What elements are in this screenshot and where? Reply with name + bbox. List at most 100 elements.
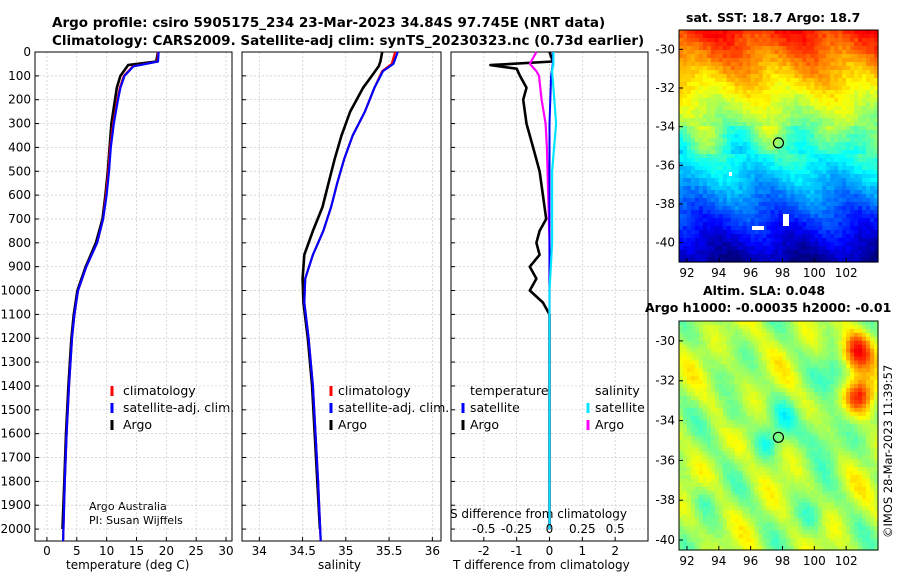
sst-cell (762, 34, 768, 39)
sst-cell (722, 158, 728, 163)
sst-cell (698, 250, 704, 255)
sst-cell (718, 42, 724, 47)
sst-cell (850, 242, 855, 247)
sst-cell (746, 258, 752, 263)
sla-cell (818, 332, 823, 338)
sla-cell (710, 403, 716, 409)
sst-cell (730, 250, 736, 255)
sst-cell (806, 122, 811, 127)
sst-cell (842, 54, 847, 59)
sst-cell (822, 154, 827, 159)
sst-cell (706, 150, 712, 155)
sst-cell (782, 118, 788, 123)
sst-cell (798, 170, 803, 175)
sst-cell (846, 166, 851, 171)
sla-cell (790, 376, 796, 381)
sst-cell (794, 190, 799, 195)
sla-cell (714, 407, 720, 413)
sla-cell (690, 419, 696, 425)
sst-cell (834, 114, 839, 119)
sla-cell (686, 321, 692, 326)
sst-cell (858, 54, 863, 59)
sla-cell (742, 431, 748, 437)
sst-cell (802, 162, 807, 167)
sst-cell (798, 230, 803, 235)
sst-cell (738, 166, 744, 171)
sst-xtick-label-94: 94 (711, 266, 726, 280)
sla-cell (750, 435, 756, 441)
sla-cell (822, 447, 827, 452)
sst-cell (794, 254, 799, 259)
sla-cell (750, 364, 756, 369)
sst-cell (810, 102, 815, 107)
sst-cell (874, 70, 879, 75)
sst-cell (750, 30, 756, 35)
sla-cell (786, 411, 792, 417)
sst-cell (686, 86, 692, 91)
sst-cell (794, 54, 799, 59)
sla-cell (730, 435, 736, 441)
sst-cell (846, 118, 851, 123)
sst-cell (818, 206, 823, 211)
sst-cell (842, 98, 847, 103)
sla-cell (842, 321, 847, 326)
sst-cell (850, 50, 855, 55)
sst-cell (754, 202, 760, 207)
sla-cell (742, 344, 748, 350)
sst-cell (762, 74, 768, 79)
sst-cell (682, 102, 688, 107)
sst-cell (738, 214, 744, 219)
sst-cell (679, 46, 684, 51)
sla-cell (766, 321, 772, 326)
sst-cell (690, 194, 696, 199)
sst-cell (714, 242, 720, 247)
sst-cell (806, 42, 811, 47)
sla-cell (862, 415, 867, 421)
sst-cell (742, 230, 748, 235)
sst-cell (790, 82, 796, 87)
sla-cell (806, 388, 811, 393)
sst-cell (818, 154, 823, 159)
sst-cell (758, 94, 764, 99)
sst-cell (790, 198, 796, 203)
sla-cell (734, 435, 740, 441)
sst-cell (730, 170, 736, 175)
sst-cell (770, 102, 776, 107)
sst-cell (722, 126, 728, 131)
sla-cell (802, 443, 807, 448)
sst-cell (702, 34, 708, 39)
sst-cell (850, 186, 855, 191)
sla-cell (774, 340, 780, 346)
sst-cell (766, 206, 772, 211)
sla-cell (854, 356, 859, 362)
sst-cell (734, 142, 740, 147)
sla-cell (686, 328, 692, 334)
sst-cell (810, 114, 815, 119)
sst-cell (858, 242, 863, 247)
sst-cell (694, 30, 700, 35)
sst-cell (766, 134, 772, 139)
sst-cell (870, 198, 875, 203)
sst-cell (834, 30, 839, 35)
sla-cell (786, 423, 792, 429)
sst-cell (694, 198, 700, 203)
sst-cell (706, 222, 712, 227)
sst-cell (782, 34, 788, 39)
sst-cell (754, 38, 760, 43)
sla-cell (826, 423, 831, 429)
sla-cell (706, 340, 712, 346)
sla-cell (818, 376, 823, 381)
sla-cell (750, 324, 756, 330)
sst-cell (858, 222, 863, 227)
sla-cell (718, 411, 724, 417)
sla-cell (778, 403, 784, 409)
sla-cell (782, 443, 788, 448)
sst-cell (730, 90, 736, 95)
sst-cell (690, 30, 696, 35)
sst-cell (834, 50, 839, 55)
sla-cell (822, 364, 827, 369)
sla-cell (850, 348, 855, 354)
sst-cell (814, 58, 819, 63)
sst-cell (762, 98, 768, 103)
sst-cell (718, 106, 724, 111)
